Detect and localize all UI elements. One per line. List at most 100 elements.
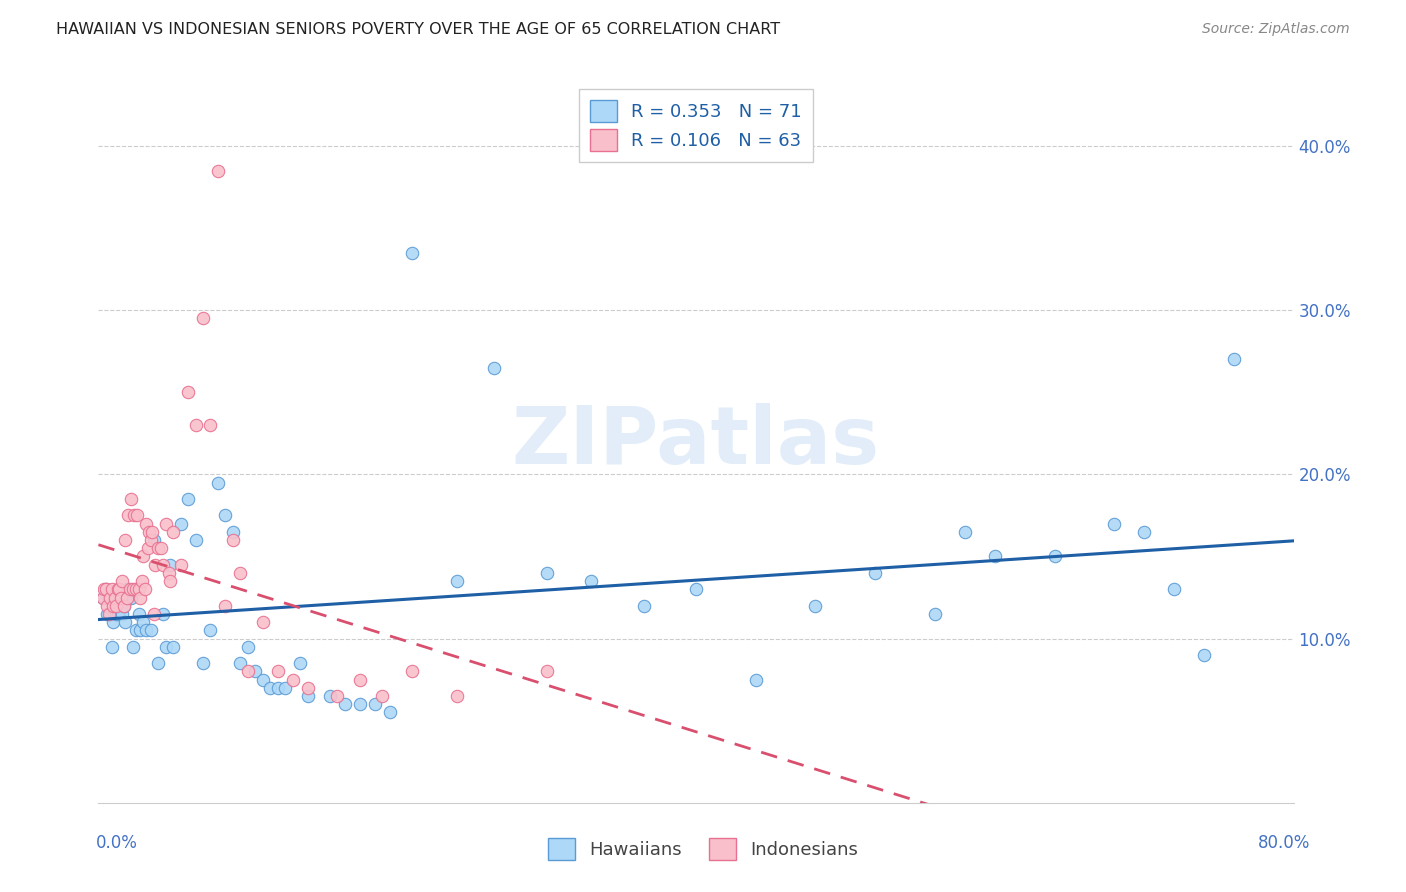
Point <box>136 541 159 556</box>
Point <box>581 574 603 588</box>
Point <box>98 607 122 621</box>
Point <box>349 698 371 712</box>
Point <box>1133 524 1156 539</box>
Point <box>157 566 180 580</box>
Point <box>97 607 120 621</box>
Point <box>91 591 114 605</box>
Legend: R = 0.353   N = 71, R = 0.106   N = 63: R = 0.353 N = 71, R = 0.106 N = 63 <box>579 89 813 162</box>
Point <box>105 599 128 613</box>
Point <box>115 591 138 605</box>
Point <box>536 665 558 679</box>
Point <box>349 673 371 687</box>
Point <box>120 491 142 506</box>
Point <box>446 574 468 588</box>
Point <box>207 163 229 178</box>
Point <box>804 599 827 613</box>
Point <box>191 657 214 671</box>
Point <box>200 418 222 433</box>
Point <box>236 665 259 679</box>
Point <box>104 591 127 605</box>
Point <box>128 582 150 597</box>
Point <box>142 607 165 621</box>
Point <box>134 582 156 597</box>
Point <box>112 599 135 613</box>
Point <box>135 516 157 531</box>
Point <box>288 657 311 671</box>
Point <box>274 681 297 695</box>
Point <box>91 591 114 605</box>
Point <box>115 582 138 597</box>
Point <box>207 475 229 490</box>
Point <box>125 624 148 638</box>
Point <box>117 508 139 523</box>
Point <box>685 582 707 597</box>
Point <box>252 615 274 630</box>
Point <box>155 640 177 654</box>
Point <box>184 418 207 433</box>
Point <box>143 558 166 572</box>
Point <box>245 665 267 679</box>
Point <box>148 657 170 671</box>
Point <box>159 574 181 588</box>
Text: ZIPatlas: ZIPatlas <box>512 402 880 481</box>
Point <box>159 558 181 572</box>
Point <box>953 524 976 539</box>
Point <box>401 665 423 679</box>
Point <box>364 698 387 712</box>
Text: HAWAIIAN VS INDONESIAN SENIORS POVERTY OVER THE AGE OF 65 CORRELATION CHART: HAWAIIAN VS INDONESIAN SENIORS POVERTY O… <box>56 22 780 37</box>
Point <box>125 582 148 597</box>
Point <box>94 582 117 597</box>
Point <box>98 591 122 605</box>
Point <box>177 491 200 506</box>
Point <box>129 591 152 605</box>
Point <box>984 549 1007 564</box>
Point <box>297 681 319 695</box>
Point <box>281 673 304 687</box>
Point <box>633 599 655 613</box>
Point <box>297 689 319 703</box>
Point <box>169 558 191 572</box>
Text: 80.0%: 80.0% <box>1258 834 1310 852</box>
Point <box>138 524 160 539</box>
Point <box>236 640 259 654</box>
Point <box>124 508 146 523</box>
Text: 0.0%: 0.0% <box>96 834 138 852</box>
Point <box>96 607 118 621</box>
Point <box>127 508 149 523</box>
Point <box>111 607 134 621</box>
Point <box>177 385 200 400</box>
Point <box>118 582 141 597</box>
Point <box>120 591 142 605</box>
Point <box>141 524 163 539</box>
Point <box>162 524 184 539</box>
Point <box>96 599 118 613</box>
Point <box>101 582 124 597</box>
Point <box>104 591 127 605</box>
Point <box>371 689 394 703</box>
Point <box>333 698 356 712</box>
Point <box>142 533 165 547</box>
Point <box>745 673 768 687</box>
Point <box>214 599 236 613</box>
Point <box>148 541 170 556</box>
Point <box>107 607 129 621</box>
Point <box>114 615 136 630</box>
Point <box>162 640 184 654</box>
Point <box>1223 352 1246 367</box>
Point <box>105 607 128 621</box>
Point <box>401 245 423 260</box>
Point <box>128 607 150 621</box>
Point <box>150 541 173 556</box>
Point <box>191 311 214 326</box>
Point <box>222 524 245 539</box>
Point <box>155 516 177 531</box>
Point <box>107 582 129 597</box>
Point <box>93 582 115 597</box>
Point <box>222 533 245 547</box>
Point <box>267 665 290 679</box>
Point <box>200 624 222 638</box>
Point <box>121 640 143 654</box>
Point <box>152 607 174 621</box>
Point <box>229 657 252 671</box>
Point <box>129 624 152 638</box>
